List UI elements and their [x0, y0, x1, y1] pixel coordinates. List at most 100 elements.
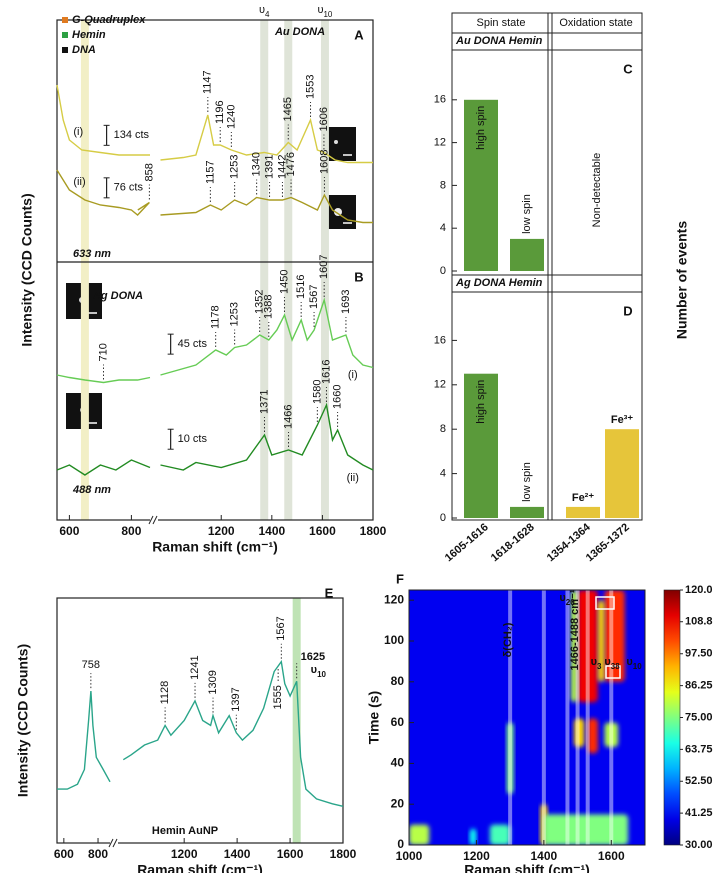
peak-label: 1391 — [263, 155, 275, 179]
trace-label: (ii) — [73, 176, 85, 188]
peak-label: 1516 — [295, 275, 307, 299]
column-header: Oxidation state — [559, 17, 632, 29]
note: Non-detectable — [591, 153, 603, 228]
colorbar-label: 41.25 — [685, 807, 713, 819]
y-tick-label: 40 — [391, 756, 405, 770]
spectrum-line — [56, 84, 373, 164]
heatmap — [409, 590, 645, 845]
peak-label: 1178 — [210, 305, 222, 329]
annotation: 1466-1488 cm⁻¹ — [569, 589, 581, 670]
colorbar — [663, 589, 681, 846]
peak-label: 1128 — [159, 681, 171, 705]
y-axis-title: Intensity (CCD Counts) — [15, 644, 31, 797]
heat-cell — [574, 718, 585, 748]
peak-label: 1607 — [318, 255, 330, 279]
heat-cell — [489, 824, 511, 845]
bar-label: high spin — [475, 106, 487, 150]
band-label-sub: 4 — [265, 10, 270, 19]
axis-break-mark — [152, 515, 158, 525]
peak-label: 1371 — [258, 390, 270, 414]
x-tick-label: 800 — [88, 847, 108, 861]
peak-label: 1340 — [251, 152, 263, 176]
colorbar-label: 108.8 — [685, 616, 713, 628]
annotation-symbol: υ — [559, 592, 565, 604]
legend-swatch — [62, 47, 68, 53]
colorbar-label: 86.25 — [685, 680, 713, 692]
peak-label: 1625 — [301, 651, 325, 663]
annotation-symbol: υ — [626, 656, 632, 668]
annotation-sub: 3 — [597, 662, 602, 671]
x-tick-label: 1600 — [598, 849, 625, 863]
panel-title: Ag DONA — [92, 290, 143, 302]
scale-label: 134 cts — [114, 129, 150, 141]
x-tick-label: 1600 — [309, 524, 336, 538]
plot-frame — [56, 19, 374, 521]
axis-break-mark — [148, 515, 154, 525]
band — [292, 598, 301, 843]
peak-label: 1241 — [189, 655, 201, 679]
axis-break-gap — [110, 840, 118, 846]
band-label: υ10 — [311, 664, 327, 679]
x-tick-label: 800 — [121, 524, 141, 538]
peak-label: 1555 — [272, 685, 284, 709]
annotation: υ20 — [559, 592, 575, 607]
peak-label: 1476 — [285, 152, 297, 176]
colorbar-label: 52.50 — [685, 775, 713, 787]
heat-cell — [604, 722, 619, 748]
legend-label: Hemin — [72, 29, 106, 41]
legend-label: G-Quadruplex — [72, 14, 146, 26]
spectrum-line — [56, 402, 374, 476]
annotation-symbol: υ — [604, 656, 610, 668]
heat-cell — [409, 824, 430, 845]
y-tick-label: 4 — [440, 222, 446, 234]
x-tick-label: 1800 — [360, 524, 387, 538]
peak-label: 1608 — [318, 150, 330, 174]
x-tick-label: 1200 — [171, 847, 198, 861]
heat-cell — [506, 722, 514, 794]
bar — [464, 373, 498, 518]
x-tick-label: 1000 — [396, 849, 423, 863]
laser-label: 633 nm — [73, 248, 111, 260]
heat-cell — [570, 590, 578, 703]
x-tick-label: 600 — [59, 524, 79, 538]
peak-label: 1388 — [263, 295, 275, 319]
y-tick-label: 16 — [434, 334, 446, 346]
annotation: υ38 — [604, 656, 620, 671]
heat-cell — [604, 590, 625, 682]
scale-label: 45 cts — [178, 338, 208, 350]
y-tick-label: 4 — [440, 468, 446, 480]
peak-label: 1397 — [230, 687, 242, 711]
spectrum-line — [57, 659, 344, 807]
panel-label: D — [623, 303, 632, 318]
panel-title: Au DONA — [274, 26, 325, 38]
axis-break-mark — [112, 838, 118, 848]
scale-label: 10 cts — [178, 433, 208, 445]
band — [260, 20, 269, 520]
legend-swatch — [62, 17, 68, 23]
peak-label: 1253 — [229, 302, 241, 326]
peak-label: 1465 — [282, 97, 294, 121]
x-tick-label: 600 — [54, 847, 74, 861]
heat-cell — [587, 718, 598, 754]
legend-label: DNA — [72, 44, 96, 56]
peak-label: 1309 — [207, 670, 219, 694]
band-label-symbol: υ — [259, 4, 265, 16]
bar — [510, 506, 544, 518]
annotation-sub: 38 — [611, 662, 620, 671]
scale-label: 76 cts — [114, 182, 144, 194]
band — [320, 20, 329, 520]
y-tick-label: 12 — [434, 137, 446, 149]
panel-title: Au DONA Hemin — [455, 35, 543, 47]
axis-break-mark — [108, 838, 114, 848]
peak-label: 1553 — [304, 75, 316, 99]
bar-label: low spin — [521, 194, 533, 234]
trace-label: (i) — [348, 369, 358, 381]
x-tick-label: 1400 — [531, 849, 558, 863]
peak-label: 710 — [97, 343, 109, 361]
panel-box — [451, 274, 643, 521]
panel-title: Ag DONA Hemin — [455, 277, 543, 289]
peak-label: 1442 — [276, 155, 288, 179]
peak-label: 758 — [82, 659, 100, 671]
y-tick-label: 0 — [440, 265, 446, 277]
